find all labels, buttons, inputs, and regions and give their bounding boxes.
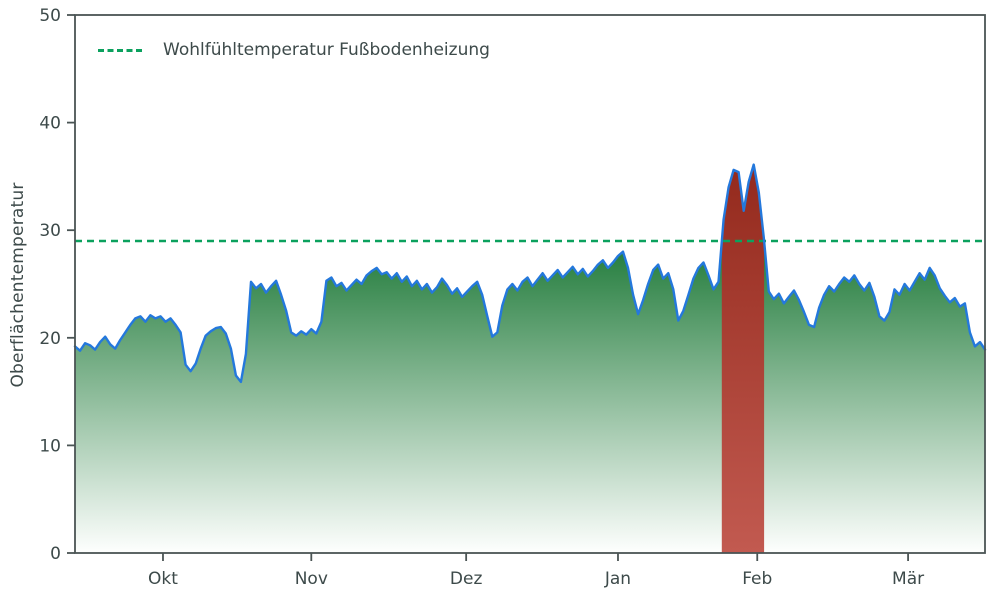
y-axis-tick-label: 30 [39, 221, 61, 241]
temperature-line [73, 163, 987, 384]
overheat-region [721, 164, 765, 553]
x-axis-tick-label: Mär [892, 569, 924, 589]
y-axis-tick-label: 10 [39, 436, 61, 456]
temperature-area [75, 164, 985, 553]
x-axis-tick-label: Jan [604, 569, 631, 589]
threshold-legend-line-icon [98, 48, 142, 52]
y-axis-tick-label: 40 [39, 114, 61, 134]
x-axis-tick-label: Okt [148, 569, 178, 589]
x-axis-tick-label: Feb [742, 569, 772, 589]
y-axis-tick-label: 50 [39, 6, 61, 26]
legend-label: Wohlfühltemperatur Fußbodenheizung [163, 40, 490, 60]
legend: Wohlfühltemperatur Fußbodenheizung [98, 40, 490, 60]
x-axis-tick-label: Nov [295, 569, 328, 589]
y-axis-tick-label: 20 [39, 329, 61, 349]
y-axis-tick-label: 0 [50, 544, 61, 564]
y-axis-label: Oberflächentemperatur [8, 182, 28, 388]
x-axis-tick-label: Dez [450, 569, 483, 589]
plot-border [74, 14, 986, 554]
